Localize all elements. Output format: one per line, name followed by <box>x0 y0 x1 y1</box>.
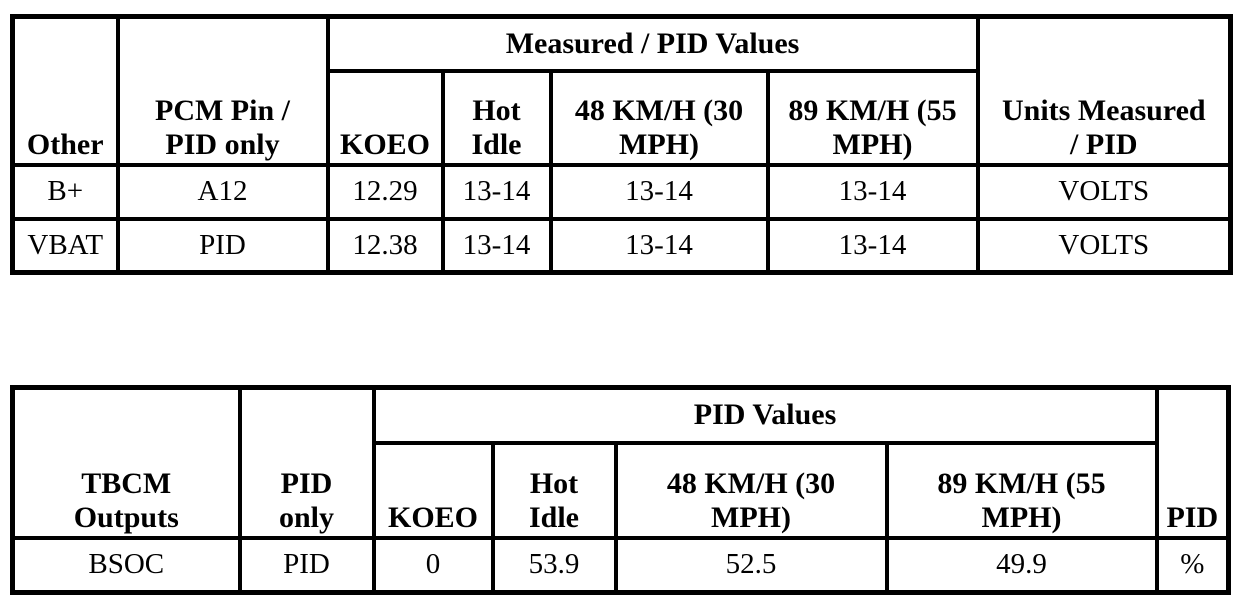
cell-hot-idle-value: 53.9 <box>490 535 618 595</box>
cell-48kmh-value: 13-14 <box>548 216 770 275</box>
cell-signal-name: BSOC <box>10 535 242 595</box>
cell-signal-name: B+ <box>10 162 120 221</box>
cell-koeo-value: 12.38 <box>325 216 445 275</box>
cell-koeo-value: 0 <box>371 535 495 595</box>
measured-pid-values-table: Other PCM Pin / PID only Measured / PID … <box>10 14 1234 275</box>
column-header-hot-idle: Hot Idle <box>490 440 618 540</box>
cell-signal-name: VBAT <box>10 216 120 275</box>
table-row: KOEO Hot Idle 48 KM/H (30 MPH) 89 KM/H (… <box>13 440 1229 540</box>
table-row: Other PCM Pin / PID only Measured / PID … <box>10 14 1233 167</box>
column-header-tbcm-outputs: TBCM Outputs <box>10 385 242 540</box>
cell-hot-idle-value: 13-14 <box>440 162 553 221</box>
table-row: KOEO Hot Idle 48 KM/H (30 MPH) 89 KM/H (… <box>13 68 1231 167</box>
cell-48kmh-value: 13-14 <box>548 162 770 221</box>
cell-units: VOLTS <box>975 216 1233 275</box>
cell-48kmh-value: 52.5 <box>613 535 889 595</box>
column-header-hot-idle: Hot Idle <box>440 68 553 167</box>
column-header-pid: PID <box>1154 385 1231 540</box>
table-row: VBAT PID 12.38 13-14 13-14 13-14 VOLTS <box>10 216 1233 275</box>
table-row: BSOC PID 0 53.9 52.5 49.9 % <box>10 535 1231 595</box>
column-header-pcm-pin-pid-only: PCM Pin / PID only <box>115 14 330 167</box>
tbcm-outputs-pid-values-table: TBCM Outputs PID only PID Values PID KOE… <box>10 385 1232 595</box>
table-row: TBCM Outputs PID only PID Values PID <box>10 385 1231 540</box>
column-header-89-kmh: 89 KM/H (55 MPH) <box>884 440 1159 540</box>
cell-koeo-value: 12.29 <box>325 162 445 221</box>
cell-89kmh-value: 13-14 <box>765 216 980 275</box>
column-header-48-kmh: 48 KM/H (30 MPH) <box>613 440 889 540</box>
group-header-measured-pid-values: Measured / PID Values <box>325 14 980 73</box>
cell-pin: PID <box>237 535 376 595</box>
cell-89kmh-value: 13-14 <box>765 162 980 221</box>
cell-pin: PID <box>115 216 330 275</box>
table-row: B+ A12 12.29 13-14 13-14 13-14 VOLTS <box>10 162 1233 221</box>
column-header-koeo: KOEO <box>325 68 445 167</box>
column-header-units-measured-pid: Units Measured / PID <box>975 14 1233 167</box>
column-header-pid-only: PID only <box>237 385 376 540</box>
cell-89kmh-value: 49.9 <box>884 535 1159 595</box>
cell-units: VOLTS <box>975 162 1233 221</box>
column-header-other: Other <box>10 14 120 167</box>
column-header-89-kmh: 89 KM/H (55 MPH) <box>765 68 980 167</box>
cell-pin: A12 <box>115 162 330 221</box>
cell-units: % <box>1154 535 1231 595</box>
column-header-48-kmh: 48 KM/H (30 MPH) <box>548 68 770 167</box>
group-header-pid-values: PID Values <box>371 385 1159 445</box>
cell-hot-idle-value: 13-14 <box>440 216 553 275</box>
column-header-koeo: KOEO <box>371 440 495 540</box>
